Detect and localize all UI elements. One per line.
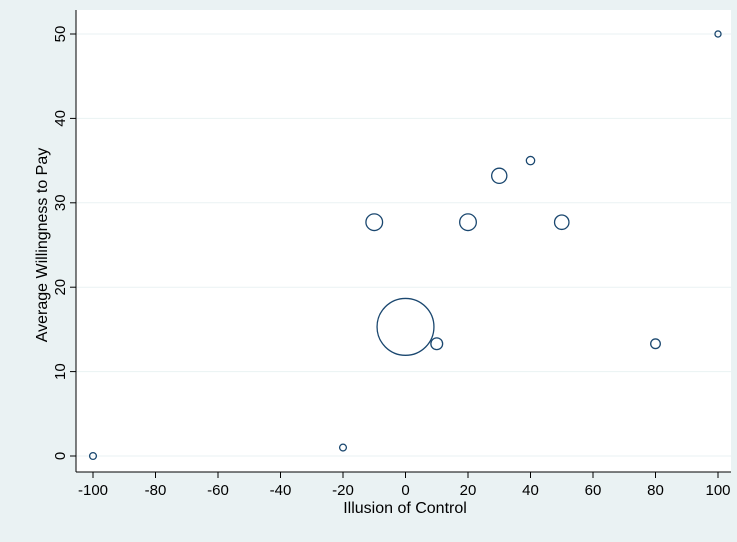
y-tick-label: 50 (52, 26, 69, 43)
y-tick-label: 20 (52, 279, 69, 296)
x-tick-label: -60 (207, 482, 229, 499)
x-tick-label: 80 (647, 482, 664, 499)
data-point (459, 213, 477, 232)
data-point (88, 451, 98, 461)
data-point (714, 30, 722, 38)
data-point (338, 443, 348, 452)
x-tick-label: 60 (585, 482, 602, 499)
axes: -100 -80 -60 -40 -20 0 20 40 60 80 100 0 10 20 30 40 50 (52, 10, 731, 499)
y-axis-label: Average Willingness to Pay (34, 148, 51, 342)
data-point (525, 155, 536, 166)
data-points (88, 30, 722, 461)
plot-area (76, 10, 731, 472)
x-tick-label: -20 (332, 482, 354, 499)
x-tick-label: -80 (145, 482, 167, 499)
data-point (650, 338, 661, 350)
y-tick-label: 0 (52, 452, 69, 460)
grid (76, 33, 731, 457)
data-point (553, 214, 570, 231)
data-point (376, 297, 435, 356)
x-tick-label: 100 (705, 482, 730, 499)
x-tick-label: -40 (270, 482, 292, 499)
x-tick-label: 0 (401, 482, 409, 499)
y-tick-label: 10 (52, 363, 69, 380)
x-tick-label: -100 (78, 482, 108, 499)
x-axis-label: Illusion of Control (343, 500, 467, 517)
y-tick-label: 40 (52, 110, 69, 127)
data-point (365, 213, 384, 232)
x-tick-label: 20 (460, 482, 477, 499)
y-tick-label: 30 (52, 194, 69, 211)
x-tick-label: 40 (522, 482, 539, 499)
data-point (430, 337, 444, 351)
data-point (490, 167, 508, 185)
